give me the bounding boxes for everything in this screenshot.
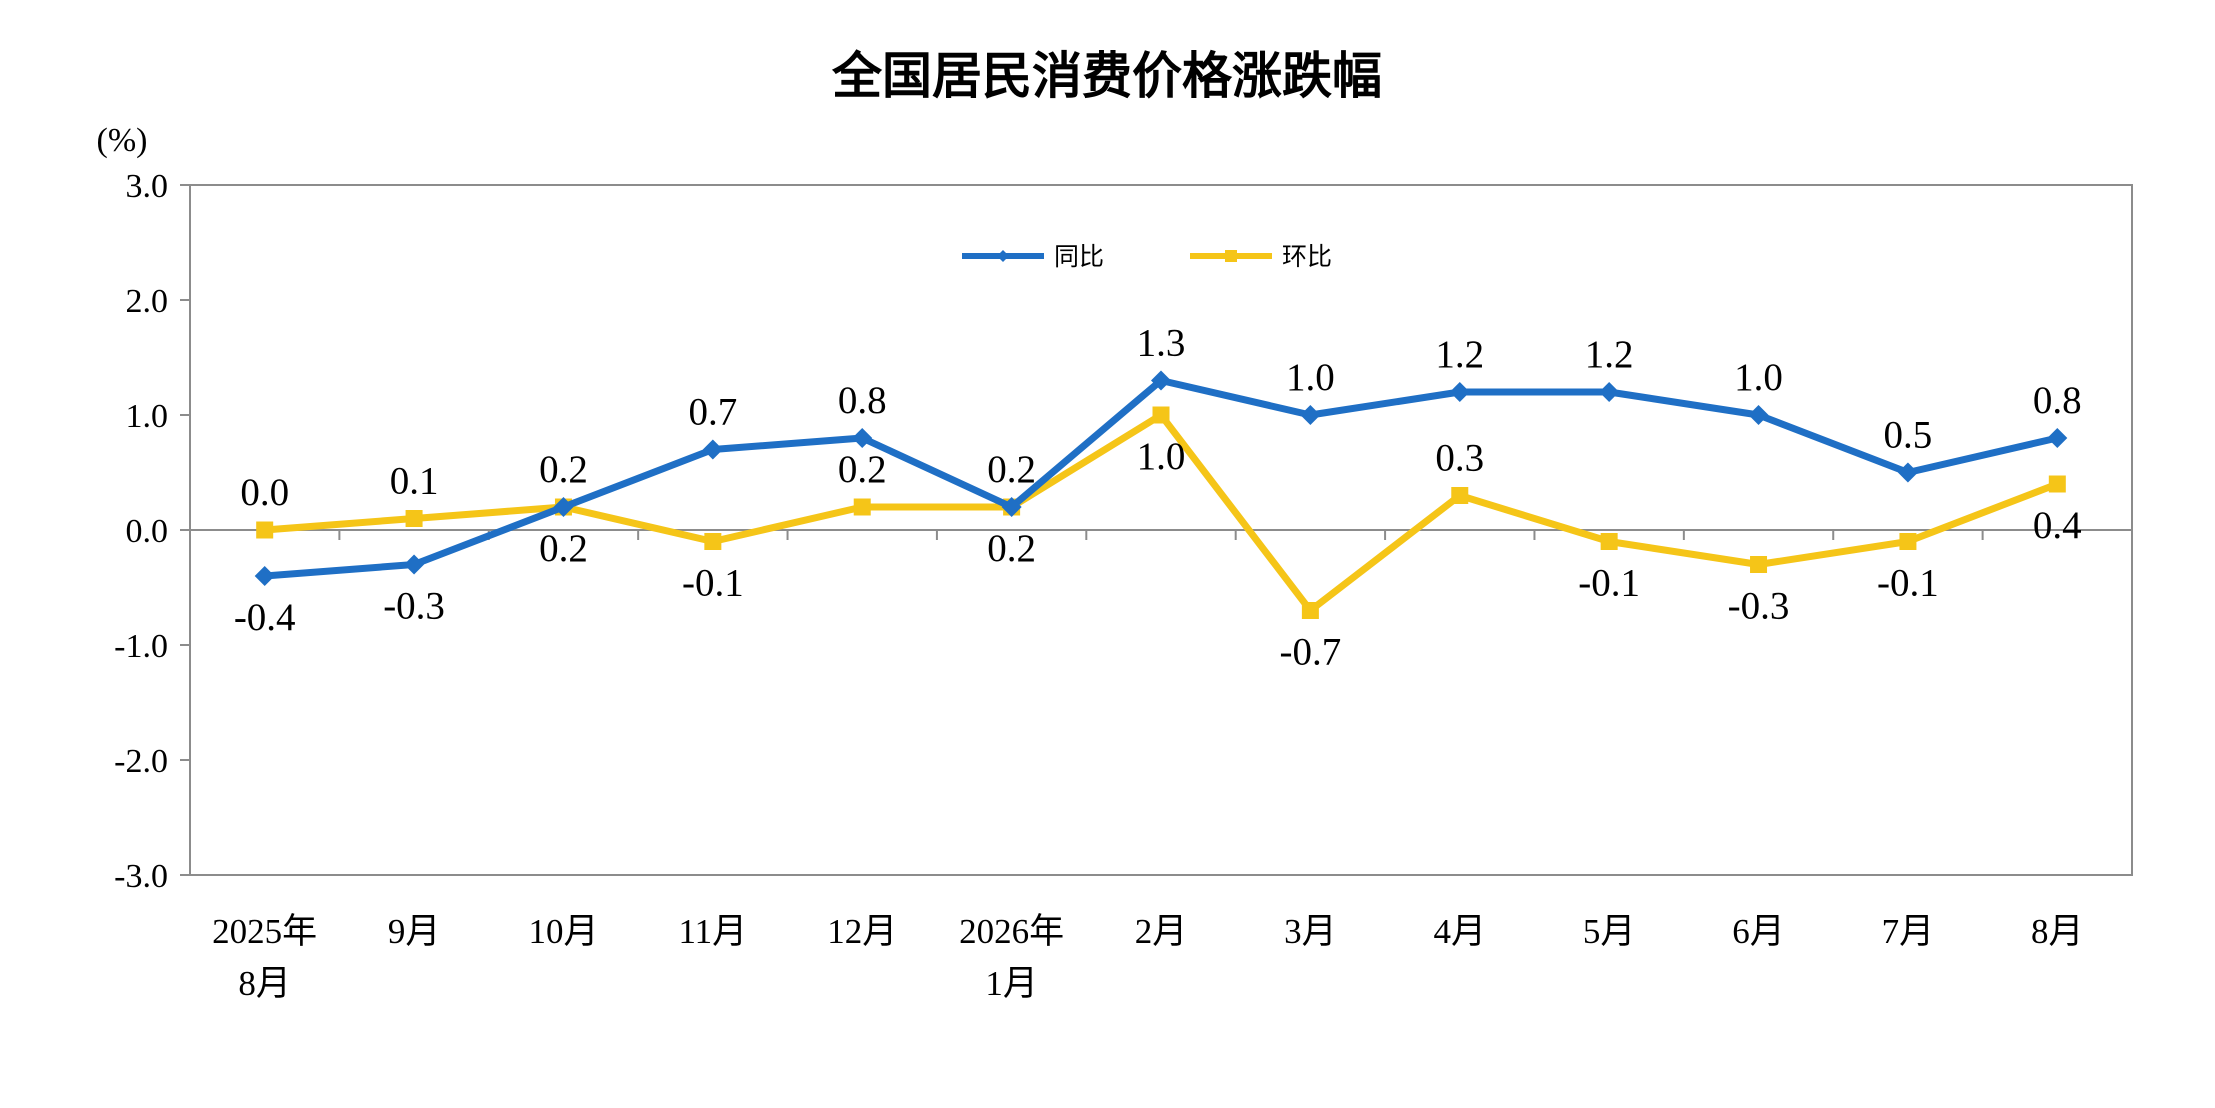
data-point-yoy bbox=[404, 554, 425, 575]
data-point-mom bbox=[1750, 556, 1768, 573]
x-tick-label: 7月 bbox=[1882, 912, 1935, 951]
data-label-yoy: 0.7 bbox=[688, 391, 737, 434]
data-label-mom: 0.2 bbox=[987, 527, 1036, 570]
data-point-mom bbox=[1899, 533, 1917, 550]
data-label-yoy: 0.8 bbox=[838, 379, 887, 422]
axis-ticks: 3.0 2.0 1.0 0.0 -1.0 -2.0 -3.0 2025年 8月 9月 10月 11月 1… bbox=[114, 168, 2133, 1003]
x-tick-label: 2月 bbox=[1135, 912, 1188, 951]
data-label-mom: 1.0 bbox=[1137, 435, 1186, 478]
x-tick-label: 8月 bbox=[238, 964, 291, 1003]
data-label-mom: -0.7 bbox=[1280, 631, 1342, 674]
data-label-yoy: 1.0 bbox=[1286, 356, 1335, 399]
x-tick-label: 12月 bbox=[827, 912, 897, 951]
legend-swatch-marker bbox=[1225, 250, 1237, 262]
legend-label: 环比 bbox=[1282, 242, 1332, 271]
data-point-yoy bbox=[1748, 405, 1769, 425]
data-label-yoy: 0.8 bbox=[2033, 379, 2082, 422]
x-tick-label: 3月 bbox=[1284, 912, 1337, 951]
y-tick-label: -1.0 bbox=[114, 628, 168, 665]
data-point-mom bbox=[1600, 533, 1618, 550]
data-point-yoy bbox=[2047, 428, 2068, 448]
x-tick-label: 1月 bbox=[985, 964, 1038, 1003]
data-point-mom bbox=[256, 521, 274, 539]
chart-title: 全国居民消费价格涨跌幅 bbox=[831, 47, 1382, 105]
data-point-yoy bbox=[852, 428, 873, 448]
y-tick-label: 1.0 bbox=[126, 398, 169, 435]
data-point-mom bbox=[2048, 475, 2066, 493]
data-label-mom: -0.3 bbox=[1728, 585, 1790, 628]
data-point-mom bbox=[405, 510, 423, 527]
data-point-mom bbox=[704, 533, 722, 550]
data-point-yoy bbox=[254, 566, 275, 586]
data-point-yoy bbox=[1001, 497, 1022, 517]
data-point-yoy bbox=[702, 439, 723, 460]
data-label-yoy: -0.4 bbox=[234, 596, 296, 639]
legend-label: 同比 bbox=[1054, 242, 1104, 271]
data-label-yoy: 0.2 bbox=[539, 448, 588, 491]
data-point-mom bbox=[853, 498, 871, 516]
data-label-mom: 0.2 bbox=[539, 527, 588, 570]
data-point-mom bbox=[1301, 602, 1319, 619]
legend: 同比 环比 bbox=[962, 242, 1332, 271]
data-label-mom: 0.4 bbox=[2033, 504, 2082, 547]
x-tick-label: 9月 bbox=[388, 912, 441, 951]
x-tick-label: 11月 bbox=[678, 912, 747, 951]
data-point-yoy bbox=[1897, 462, 1918, 483]
data-point-mom bbox=[1451, 487, 1469, 504]
data-label-yoy: 1.2 bbox=[1585, 333, 1634, 376]
data-point-mom bbox=[1152, 406, 1170, 424]
x-tick-label: 6月 bbox=[1732, 912, 1785, 951]
legend-swatch-marker bbox=[997, 250, 1009, 262]
data-label-yoy: 1.0 bbox=[1734, 356, 1783, 399]
y-axis-unit: (%) bbox=[97, 122, 148, 159]
y-tick-label: 0.0 bbox=[126, 513, 169, 550]
data-label-yoy: -0.3 bbox=[383, 585, 445, 628]
y-tick-label: -3.0 bbox=[114, 858, 168, 895]
data-label-yoy: 1.3 bbox=[1137, 322, 1186, 365]
data-label-mom: -0.1 bbox=[1877, 562, 1939, 605]
data-point-yoy bbox=[1449, 382, 1470, 402]
x-tick-label: 10月 bbox=[528, 912, 598, 951]
data-label-mom: 0.1 bbox=[390, 460, 439, 503]
data-point-yoy bbox=[1151, 370, 1171, 391]
x-tick-label: 5月 bbox=[1583, 912, 1636, 951]
data-label-yoy: 0.5 bbox=[1884, 414, 1933, 457]
data-label-mom: 0.2 bbox=[838, 448, 887, 491]
data-label-mom: -0.1 bbox=[682, 562, 744, 605]
x-tick-label: 8月 bbox=[2031, 912, 2084, 951]
x-tick-label: 4月 bbox=[1434, 912, 1487, 951]
series-layer bbox=[254, 370, 2068, 619]
data-labels: -0.4 -0.3 0.2 0.7 0.8 0.2 1.3 1.0 1.2 1.2 1.0 0.5 0.… bbox=[234, 322, 2082, 674]
x-tick-label: 2025年 bbox=[212, 912, 317, 951]
data-label-mom: 0.3 bbox=[1435, 437, 1484, 480]
data-label-yoy: 0.2 bbox=[987, 448, 1036, 491]
data-point-yoy bbox=[553, 497, 574, 517]
x-tick-label: 2026年 bbox=[959, 912, 1064, 951]
data-point-yoy bbox=[1300, 405, 1321, 425]
data-label-yoy: 1.2 bbox=[1435, 333, 1484, 376]
y-tick-label: -2.0 bbox=[114, 743, 168, 780]
data-label-mom: 0.0 bbox=[240, 471, 289, 514]
y-tick-label: 3.0 bbox=[126, 168, 169, 205]
data-label-mom: -0.1 bbox=[1578, 562, 1640, 605]
y-tick-label: 2.0 bbox=[126, 283, 169, 320]
data-point-yoy bbox=[1599, 382, 1620, 402]
